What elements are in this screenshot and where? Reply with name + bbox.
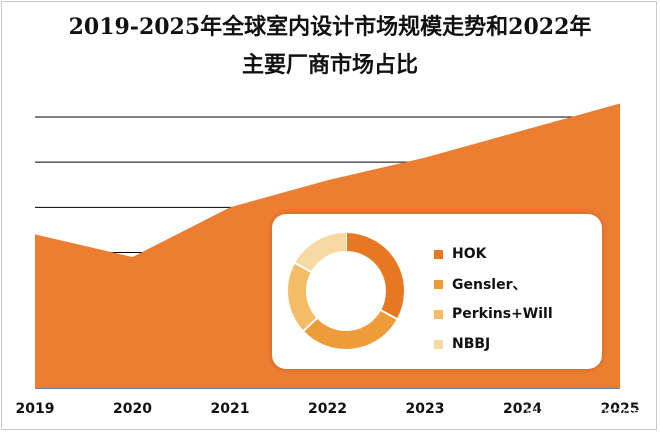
donut-separator [302, 316, 319, 333]
legend-label: Gensler、 [452, 277, 527, 293]
donut-chart [288, 232, 404, 349]
pie-legend: HOK Gensler、 Perkins+Will NBBJ [434, 239, 553, 359]
legend-item: Perkins+Will [434, 299, 553, 329]
legend-swatch [434, 339, 443, 349]
donut-slice [288, 263, 318, 331]
legend-swatch [434, 279, 443, 289]
x-tick-label: 2020 [113, 401, 152, 417]
legend-label: Perkins+Will [452, 306, 553, 322]
donut-slice [345, 233, 404, 319]
donut-separator [379, 308, 399, 321]
legend-swatch [434, 309, 443, 319]
legend-item: NBBJ [434, 329, 553, 359]
watermark-text: 网易号 | 贝哲斯咨询 [525, 408, 642, 423]
donut-separator [293, 261, 313, 274]
x-tick-label: 2025 [601, 401, 640, 417]
x-axis-ticks: 2019 2020 2021 2022 2023 2024 2025 [16, 401, 640, 417]
x-tick-label: 2023 [406, 401, 445, 417]
legend-item: HOK [434, 239, 553, 269]
legend-label: HOK [452, 246, 487, 262]
legend-swatch [434, 249, 443, 259]
legend-label: NBBJ [452, 336, 491, 352]
legend-item: Gensler、 [434, 269, 553, 299]
x-tick-label: 2022 [308, 401, 347, 417]
donut-slice [303, 309, 397, 349]
title-line-2: 主要厂商市场占比 [241, 52, 418, 78]
chart-title: 2019-2025年全球室内设计市场规模走势和2022年 主要厂商市场占比 [0, 8, 660, 84]
donut-slice [295, 233, 347, 273]
donut-legend-card: HOK Gensler、 Perkins+Will NBBJ [272, 214, 602, 369]
x-tick-label: 2019 [16, 401, 55, 417]
x-tick-label: 2021 [211, 401, 250, 417]
title-line-1: 2019-2025年全球室内设计市场规模走势和2022年 [68, 14, 592, 40]
x-tick-label: 2024 [503, 401, 542, 417]
